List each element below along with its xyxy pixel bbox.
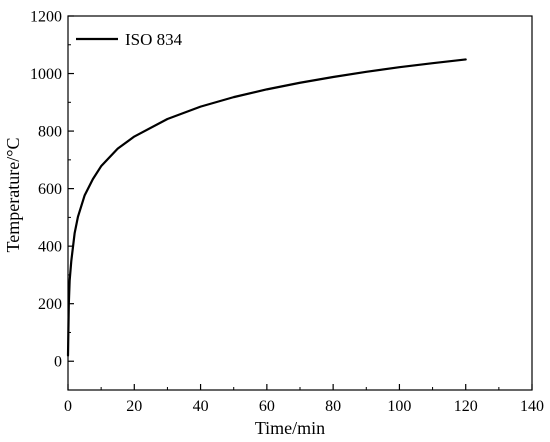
y-tick-label: 1200: [30, 9, 62, 26]
x-tick-label: 80: [325, 398, 341, 415]
y-tick-label: 1000: [30, 66, 62, 83]
x-tick-label: 140: [520, 398, 544, 415]
y-tick-label: 200: [38, 296, 62, 313]
x-tick-label: 40: [193, 398, 209, 415]
series-line-iso-834: [66, 58, 467, 357]
axis-ticks: [67, 15, 533, 390]
x-axis-label: Time/min: [255, 418, 325, 438]
y-axis-label: Temperature/°C: [3, 138, 23, 253]
x-tick-label: 120: [454, 398, 478, 415]
x-tick-label: 0: [64, 398, 72, 415]
x-tick-label: 100: [387, 398, 411, 415]
y-tick-labels: 0 200 400 600 800 1000 1200: [30, 9, 62, 371]
y-tick-label: 400: [38, 239, 62, 256]
x-tick-label: 60: [259, 398, 275, 415]
x-tick-label: 20: [126, 398, 142, 415]
plot-frame: [67, 15, 533, 391]
y-tick-label: 800: [38, 124, 62, 141]
legend-label: ISO 834: [125, 30, 183, 49]
y-tick-label: 0: [54, 354, 62, 371]
x-tick-labels: 0 20 40 60 80 100 120 140: [64, 398, 544, 415]
y-tick-label: 600: [38, 181, 62, 198]
